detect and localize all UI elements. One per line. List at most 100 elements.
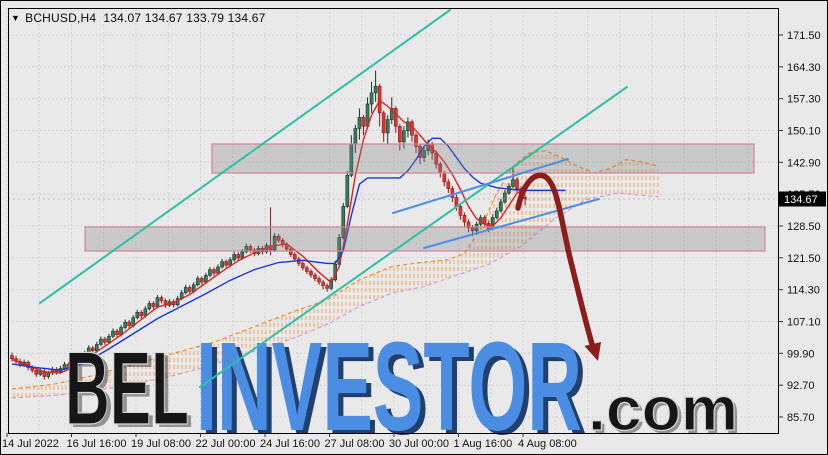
- time-axis-label: 24 Jul 16:00: [260, 438, 320, 450]
- bull-candle: [406, 121, 410, 132]
- current-price-value: 134.67: [784, 194, 818, 206]
- time-axis[interactable]: 14 Jul 2022 16 Jul 16:00 19 Jul 08:00 22 Ju…: [2, 433, 577, 450]
- bull-candle: [511, 179, 515, 187]
- bear-candle: [482, 217, 487, 224]
- bull-candle: [220, 261, 224, 268]
- price-axis[interactable]: 171.50164.30157.30150.10142.90135.70128.…: [778, 30, 821, 424]
- price-axis-label: 164.30: [787, 62, 821, 74]
- forecast-arrow-head: [584, 342, 601, 361]
- bear-candle: [325, 285, 329, 289]
- bear-candle: [268, 245, 273, 251]
- bear-candle: [381, 112, 386, 134]
- bear-candle: [462, 215, 467, 223]
- bear-candle: [442, 172, 447, 183]
- bear-candle: [305, 267, 309, 272]
- time-axis-label: 19 Jul 08:00: [131, 438, 191, 450]
- bear-candle: [450, 188, 455, 198]
- bear-candle: [523, 197, 527, 200]
- bear-candle: [466, 221, 471, 229]
- time-axis-label: 16 Jul 16:00: [67, 438, 127, 450]
- bull-candle: [341, 206, 346, 238]
- price-axis-label: 92.70: [787, 380, 815, 392]
- watermark-investor-shadow: INVESTOR: [201, 320, 587, 455]
- bull-candle: [240, 251, 245, 259]
- time-axis-label: 27 Jul 08:00: [325, 438, 385, 450]
- bull-candle: [46, 372, 51, 377]
- current-price-tag: 134.67: [779, 191, 826, 207]
- bear-candle: [361, 117, 366, 127]
- bear-candle: [224, 261, 228, 266]
- bear-candle: [313, 274, 317, 279]
- bull-candle: [345, 174, 350, 207]
- blue-trendline-upper[interactable]: [392, 158, 569, 214]
- teal-channel-line-upper[interactable]: [39, 9, 451, 304]
- bear-candle: [127, 321, 131, 327]
- trendlines[interactable]: [39, 9, 628, 388]
- bear-candle: [470, 227, 475, 232]
- bear-candle: [236, 254, 241, 259]
- price-axis-label: 150.10: [787, 126, 821, 138]
- bull-candle: [503, 192, 507, 203]
- bear-candle: [151, 303, 156, 307]
- price-axis-label: 121.50: [787, 253, 821, 265]
- bull-candle: [389, 108, 394, 120]
- bull-candle: [86, 347, 91, 354]
- bear-candle: [288, 248, 293, 255]
- bear-candle: [398, 125, 402, 143]
- chart-title-bar: ▼ BCHUSD,H4 134.07 134.67 133.79 134.67: [11, 11, 266, 25]
- price-axis-label: 171.50: [787, 30, 821, 42]
- forecast-arrow-curve[interactable]: [515, 172, 595, 347]
- watermark-com-text: .com: [588, 375, 738, 444]
- watermark-investor-text: INVESTOR: [196, 316, 582, 455]
- bull-candle: [499, 201, 503, 212]
- bull-candle: [232, 254, 236, 261]
- bull-candle: [204, 275, 208, 283]
- price-axis-label: 99.90: [787, 348, 815, 360]
- time-axis-label: 4 Aug 08:00: [518, 438, 577, 450]
- forecast-arrow[interactable]: [515, 172, 601, 361]
- watermark-bel-text: BEL: [65, 331, 189, 447]
- bull-candle: [38, 370, 43, 375]
- bull-candle: [111, 330, 115, 337]
- bear-candle: [276, 235, 281, 241]
- bear-candle: [248, 246, 253, 251]
- bear-candle: [410, 121, 414, 136]
- bear-candle: [78, 356, 83, 360]
- bull-candle: [216, 266, 220, 274]
- resistance-zone[interactable]: [211, 143, 755, 174]
- price-axis-label: 157.30: [787, 94, 821, 106]
- blue-trendline-lower[interactable]: [423, 198, 600, 249]
- bear-candle: [309, 271, 313, 276]
- bear-candle: [321, 281, 325, 286]
- bear-candle: [301, 263, 305, 269]
- symbol-dropdown-icon[interactable]: ▼: [11, 13, 21, 23]
- bear-candle: [377, 85, 382, 114]
- time-axis-label: 22 Jul 00:00: [196, 438, 256, 450]
- bull-candle: [494, 210, 499, 218]
- bear-candle: [91, 347, 95, 351]
- bear-candle: [200, 278, 204, 283]
- time-axis-label: 1 Aug 16:00: [454, 438, 513, 450]
- bear-candle: [292, 254, 297, 260]
- bull-candle: [95, 344, 99, 351]
- bull-candle: [272, 235, 277, 251]
- bull-candle: [74, 356, 79, 363]
- bull-candle: [155, 297, 160, 307]
- bull-candle: [385, 119, 390, 134]
- bull-candle: [228, 259, 232, 266]
- bull-candle: [123, 321, 127, 328]
- bear-candle: [446, 181, 451, 189]
- bull-candle: [402, 130, 406, 143]
- bear-candle: [187, 287, 192, 292]
- price-axis-label: 114.30: [787, 285, 820, 297]
- bull-candle: [196, 278, 200, 286]
- bear-candle: [284, 244, 289, 250]
- watermark-com-shadow: .com: [591, 378, 741, 447]
- bull-candle: [147, 303, 152, 310]
- bear-candle: [414, 134, 418, 147]
- teal-channel-line-lower[interactable]: [199, 86, 628, 388]
- bear-candle: [317, 278, 321, 283]
